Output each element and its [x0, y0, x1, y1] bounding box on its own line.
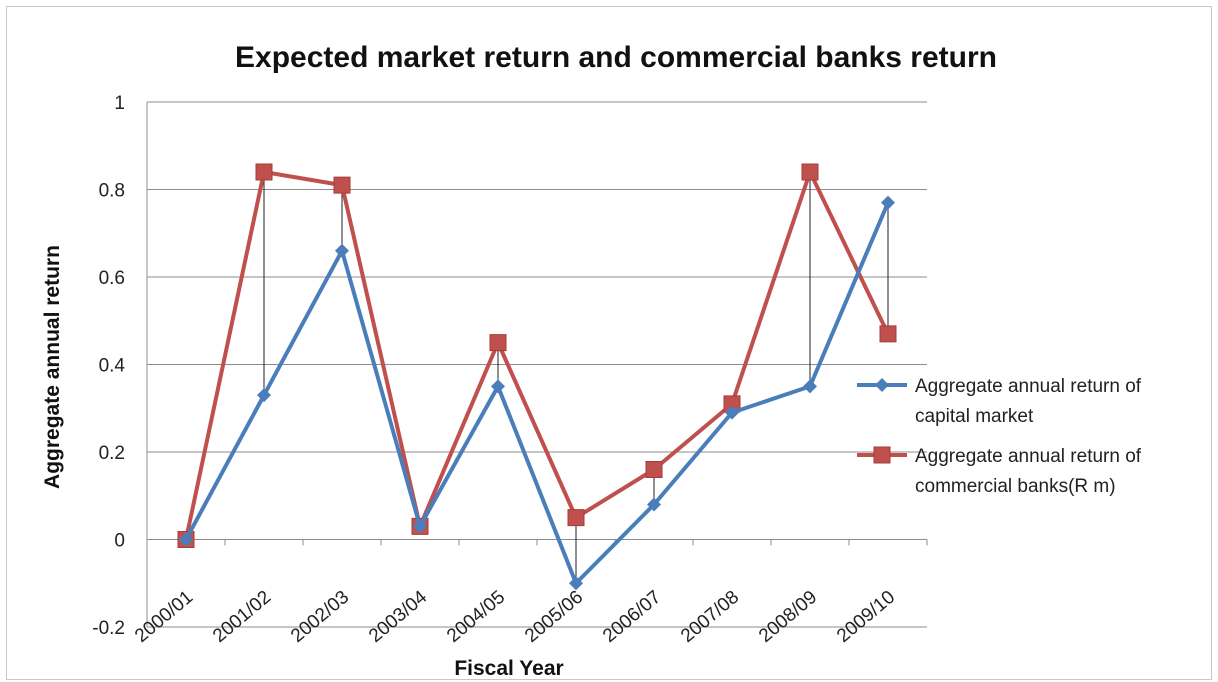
y-tick-label: 0.4	[99, 356, 126, 377]
data-point-square	[645, 461, 663, 478]
data-point-diamond	[803, 379, 817, 394]
x-tick-label: 2004/05	[443, 587, 509, 647]
data-point-diamond	[335, 243, 349, 258]
x-tick-label: 2007/08	[677, 587, 743, 647]
y-axis-title: Aggregate annual return	[41, 245, 64, 489]
x-tick-label: 2003/04	[365, 586, 431, 647]
chart-frame: Expected market return and commercial ba…	[6, 6, 1212, 680]
series-layer	[177, 163, 897, 591]
data-point-diamond	[491, 379, 505, 394]
chart-title: Expected market return and commercial ba…	[235, 41, 997, 74]
x-tick-label: 2000/01	[131, 587, 197, 647]
y-tick-label: 0.8	[99, 181, 125, 202]
data-point-diamond	[179, 532, 193, 547]
y-tick-label: 0	[114, 531, 125, 552]
grid-layer	[146, 101, 928, 628]
x-tick-label: 2002/03	[287, 587, 353, 647]
line-chart: Expected market return and commercial ba…	[41, 41, 1142, 679]
data-point-square	[567, 509, 585, 527]
drop-lines	[263, 172, 889, 584]
data-point-square	[333, 176, 351, 194]
series-line	[184, 170, 890, 540]
data-point-diamond	[413, 519, 427, 534]
x-tick-label: 2001/02	[209, 587, 275, 647]
data-point-diamond	[257, 388, 271, 403]
legend-label: commercial banks(R m)	[915, 476, 1116, 497]
legend-label: Aggregate annual return of	[915, 446, 1142, 467]
data-point-square	[489, 334, 507, 352]
y-tick-label: 1	[114, 93, 125, 114]
y-tick-label: -0.2	[92, 618, 125, 639]
legend-item: Aggregate annual return of capital market	[857, 376, 1142, 427]
legend: Aggregate annual return of capital market…	[857, 376, 1142, 497]
y-tick-label: 0.6	[99, 268, 125, 289]
legend-marker	[875, 378, 889, 392]
x-axis-title: Fiscal Year	[454, 657, 563, 679]
x-tick-label: 2006/07	[599, 587, 665, 647]
series-line	[184, 201, 890, 586]
x-tick-label: 2008/09	[755, 587, 821, 647]
legend-label: capital market	[915, 406, 1034, 427]
data-point-diamond	[725, 405, 739, 420]
x-tick-label: 2009/10	[833, 587, 899, 647]
x-tick-label: 2005/06	[521, 587, 587, 647]
data-point-diamond	[881, 195, 895, 210]
data-point-diamond	[569, 576, 583, 591]
legend-label: Aggregate annual return of	[915, 376, 1142, 397]
data-point-diamond	[647, 497, 661, 512]
data-point-square	[255, 163, 273, 181]
data-point-square	[879, 325, 897, 343]
data-point-square	[801, 163, 819, 181]
legend-item: Aggregate annual return of commercial ban…	[857, 446, 1142, 497]
series-capital-market	[179, 195, 895, 591]
legend-marker	[873, 446, 891, 464]
y-tick-label: 0.2	[99, 443, 125, 464]
